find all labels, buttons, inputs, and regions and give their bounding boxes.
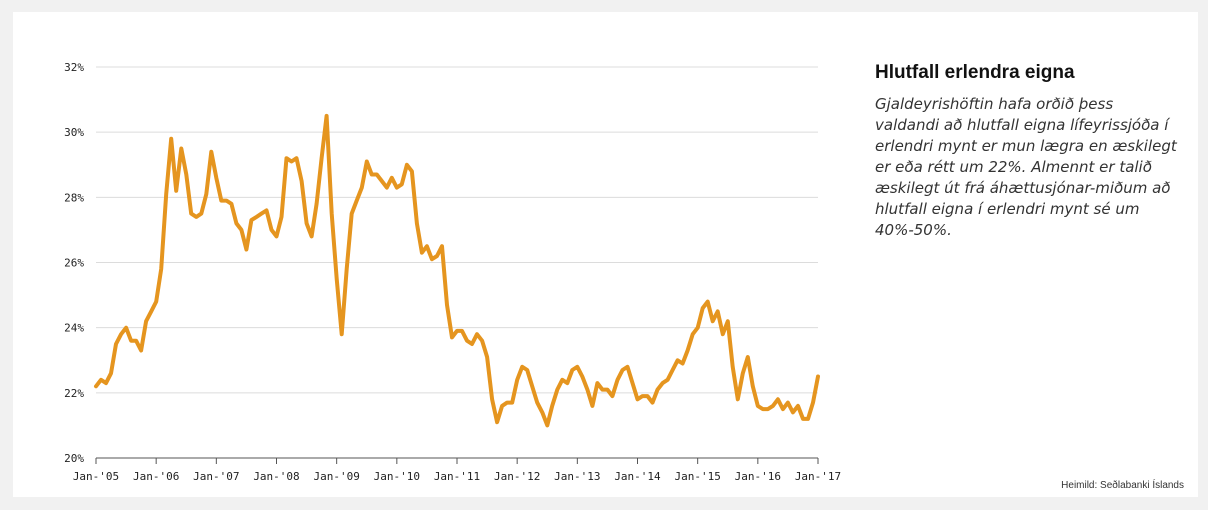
gridlines bbox=[96, 66, 818, 394]
x-tick-label: Jan-'13 bbox=[554, 470, 600, 483]
chart-title: Hlutfall erlendra eigna bbox=[875, 62, 1075, 83]
y-tick-labels: 20% 22% 24% 26% 28% 30% 32% bbox=[64, 61, 84, 465]
x-tick-label: Jan-'17 bbox=[795, 470, 841, 483]
x-tick-label: Jan-'10 bbox=[374, 470, 420, 483]
x-tick-label: Jan-'12 bbox=[494, 470, 540, 483]
info-panel: Hlutfall erlendra eigna Gjaldeyrishöftin… bbox=[875, 62, 1180, 241]
y-tick-label: 20% bbox=[64, 452, 84, 465]
x-tick-label: Jan-'09 bbox=[313, 470, 359, 483]
chart-description: Gjaldeyrishöftin hafa orðið þess valdand… bbox=[875, 95, 1177, 239]
x-tick-label: Jan-'05 bbox=[73, 470, 119, 483]
x-tick-label: Jan-'16 bbox=[735, 470, 781, 483]
x-tick-label: Jan-'06 bbox=[133, 470, 179, 483]
x-tick-labels: Jan-'05 Jan-'06 Jan-'07 Jan-'08 Jan-'09 Jan-'… bbox=[73, 470, 841, 483]
x-tick-label: Jan-'11 bbox=[434, 470, 480, 483]
y-tick-label: 28% bbox=[64, 191, 84, 204]
y-tick-label: 26% bbox=[64, 257, 84, 270]
x-tick-label: Jan-'15 bbox=[674, 470, 720, 483]
y-tick-label: 30% bbox=[64, 126, 84, 139]
y-tick-label: 32% bbox=[64, 61, 84, 74]
x-tick-label: Jan-'07 bbox=[193, 470, 239, 483]
chart-card: 20% 22% 24% 26% 28% 30% 32% Jan-'05 Jan-'06 Jan-… bbox=[13, 12, 1198, 497]
y-tick-label: 24% bbox=[64, 322, 84, 335]
line-chart: 20%22%24%26%28%30%32% Jan-'05 Jan-'06 Jan-… bbox=[64, 61, 841, 483]
y-tick-label: 22% bbox=[64, 387, 84, 400]
axes bbox=[95, 457, 819, 464]
source-note: Heimild: Seðlabanki Íslands bbox=[1061, 480, 1184, 491]
series-line bbox=[94, 113, 820, 428]
x-tick-label: Jan-'14 bbox=[614, 470, 661, 483]
x-tick-label: Jan-'08 bbox=[253, 470, 299, 483]
